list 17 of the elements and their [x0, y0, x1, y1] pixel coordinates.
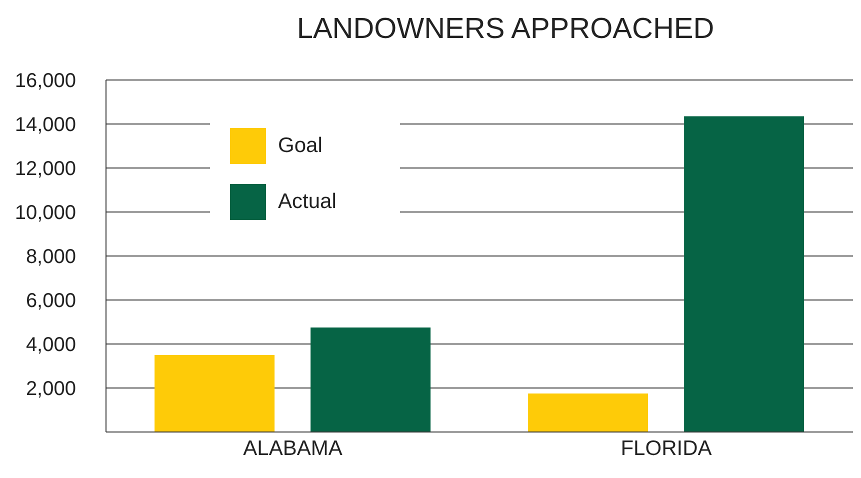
- y-tick-label: 10,000: [14, 202, 76, 224]
- y-tick-label: 16,000: [14, 70, 76, 92]
- y-tick-label: 12,000: [14, 158, 76, 180]
- y-tick-label: 2,000: [26, 378, 76, 400]
- y-tick-label: 14,000: [14, 114, 76, 136]
- y-tick-label: 6,000: [26, 290, 76, 312]
- bar: [684, 116, 804, 432]
- legend-label: Goal: [278, 134, 322, 158]
- x-tick-label: ALABAMA: [243, 436, 342, 460]
- bar: [310, 328, 431, 432]
- x-tick-label: FLORIDA: [620, 436, 712, 460]
- y-tick-label: 4,000: [26, 334, 76, 356]
- bar: [528, 394, 648, 432]
- chart-title: LANDOWNERS APPROACHED: [296, 12, 716, 47]
- legend-label: Actual: [278, 190, 336, 214]
- y-tick-label: 8,000: [26, 246, 76, 268]
- bar: [154, 355, 275, 432]
